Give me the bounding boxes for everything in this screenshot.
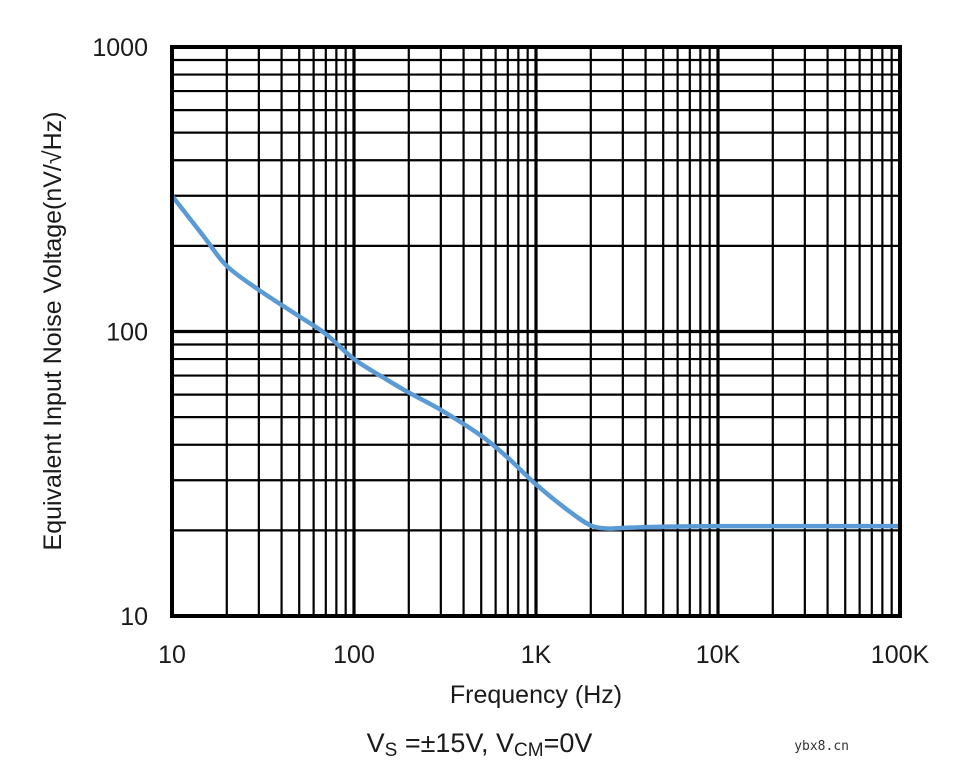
series-layer	[169, 193, 903, 531]
x-tick-label: 1K	[521, 641, 552, 669]
caption-end: =0V	[543, 728, 593, 758]
test-conditions-caption: VS =±15V, VCM=0V	[0, 728, 959, 762]
caption-v: V	[366, 728, 385, 758]
x-tick-label: 100	[333, 641, 375, 669]
y-tick-label: 10	[120, 603, 148, 631]
y-tick-label: 100	[106, 319, 148, 347]
series-line-noise	[169, 193, 903, 531]
grid	[170, 45, 902, 618]
x-axis-title: Frequency (Hz)	[450, 681, 622, 709]
caption-vs-subscript: S	[384, 740, 398, 761]
x-tick-label: 100K	[871, 641, 930, 669]
watermark-text: ybx8.cn	[794, 739, 849, 754]
x-tick-label: 10	[158, 641, 186, 669]
y-tick-labels: 10 100 1000	[92, 34, 148, 631]
x-tick-labels: 10 100 1K 10K 100K	[158, 641, 929, 669]
plot-frame	[170, 45, 902, 618]
caption-vcm-subscript: CM	[514, 740, 544, 761]
y-axis-title: Equivalent Input Noise Voltage(nV/√Hz)	[39, 112, 67, 551]
x-tick-label: 10K	[696, 641, 741, 669]
y-tick-label: 1000	[92, 34, 148, 62]
caption-mid: =±15V, V	[397, 728, 514, 758]
plot-border	[170, 45, 902, 618]
